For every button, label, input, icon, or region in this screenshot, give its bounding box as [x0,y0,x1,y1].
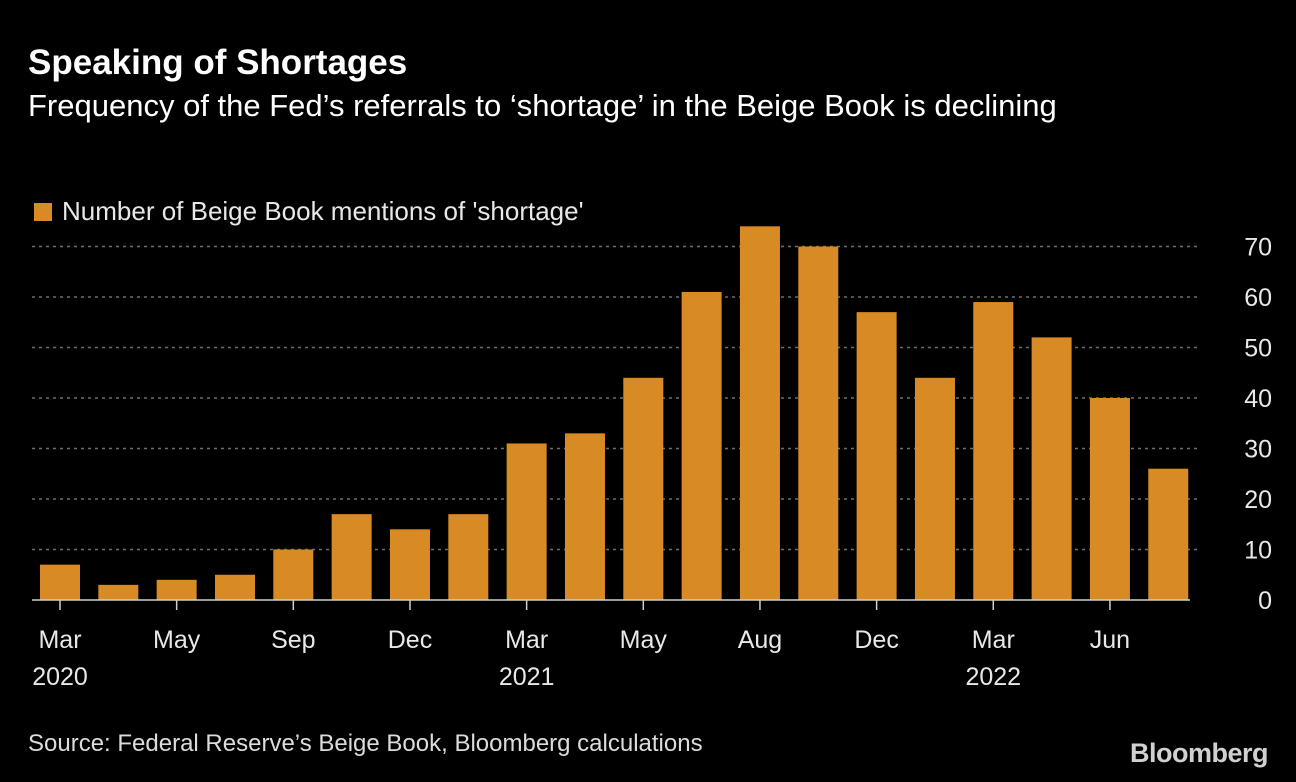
bar-mar-2021 [506,443,547,600]
bar-mar-2022 [973,302,1014,600]
y-tick-label: 50 [1244,335,1272,363]
bloomberg-logo: Bloomberg [1129,738,1269,768]
x-tick-year-label: 2020 [32,663,88,691]
bars [40,226,1189,601]
chart-title: Speaking of Shortages [28,43,408,82]
chart-subtitle: Frequency of the Fed’s referrals to ‘sho… [28,88,1057,123]
x-tick-label: Mar [38,626,81,654]
bar-may-2020 [156,579,197,600]
x-axis [32,599,1190,610]
bar-jul-2022 [1148,468,1189,600]
x-tick-year-label: 2021 [499,663,555,691]
y-tick-label: 10 [1244,537,1272,565]
y-tick-label: 30 [1244,436,1272,464]
x-tick-year-label: 2022 [965,663,1021,691]
x-tick-label: Sep [271,626,315,654]
bar-jan-2022 [914,377,955,600]
x-tick-label: Dec [388,626,432,654]
bar-jan-2021 [448,514,489,600]
bar-apr-2021 [564,433,605,600]
bar-jul-2021 [681,291,722,600]
y-axis-labels: 0 10 20 30 40 50 60 70 [1244,234,1272,616]
bar-sep-2020 [273,549,314,600]
y-tick-label: 20 [1244,486,1272,514]
y-tick-label: 40 [1244,385,1272,413]
x-tick-label: Dec [854,626,898,654]
bar-jun-2022 [1089,398,1130,600]
x-tick-label: Jun [1090,626,1130,654]
y-tick-label: 60 [1244,284,1272,312]
bar-oct-2021 [798,246,839,600]
x-tick-label: Aug [738,626,782,654]
bar-apr-2020 [98,584,139,600]
legend: Number of Beige Book mentions of 'shorta… [34,196,584,227]
x-tick-label: May [153,626,201,654]
bar-apr-2022 [1031,337,1072,600]
y-tick-label: 70 [1244,234,1272,262]
bar-aug-2021 [739,226,780,601]
x-tick-label: Mar [505,626,548,654]
bar-oct-2020 [331,514,372,600]
bar-dec-2021 [856,312,897,600]
legend-label: Number of Beige Book mentions of 'shorta… [62,196,584,226]
bar-may-2021 [623,377,664,600]
gridlines [32,245,1200,551]
bar-dec-2020 [389,529,430,600]
x-tick-label: May [620,626,668,654]
legend-swatch [34,202,52,221]
x-axis-labels: Mar 2020 May Sep Dec Mar 2021 May Aug Dec Mar 2022 J… [32,626,1130,691]
bar-jul-2020 [214,574,255,600]
x-tick-label: Mar [972,626,1015,654]
source-note: Source: Federal Reserve’s Beige Book, Bl… [28,730,703,757]
bar-mar-2020 [40,564,80,600]
y-tick-label: 0 [1258,587,1272,615]
